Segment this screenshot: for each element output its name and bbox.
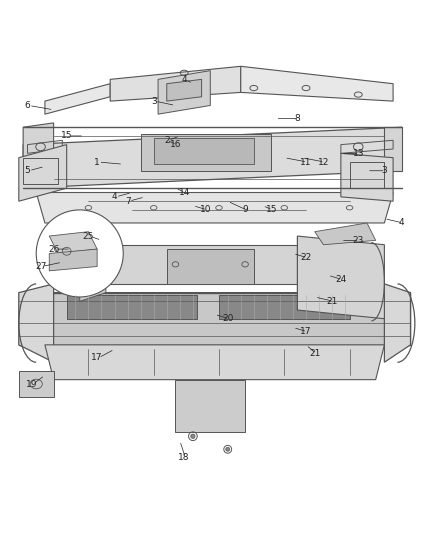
Text: 16: 16 <box>170 140 181 149</box>
Text: 17: 17 <box>300 327 312 336</box>
Polygon shape <box>19 293 410 310</box>
Polygon shape <box>67 295 197 319</box>
Polygon shape <box>23 123 53 192</box>
Text: 24: 24 <box>335 275 346 284</box>
Polygon shape <box>167 249 254 284</box>
Text: 21: 21 <box>326 297 338 306</box>
Polygon shape <box>49 249 97 271</box>
Text: 5: 5 <box>25 166 30 175</box>
Polygon shape <box>315 266 341 301</box>
Text: 9: 9 <box>242 205 248 214</box>
Polygon shape <box>315 223 376 245</box>
Text: 13: 13 <box>353 149 364 158</box>
Polygon shape <box>385 127 402 171</box>
Text: 15: 15 <box>61 132 72 140</box>
Polygon shape <box>19 371 53 397</box>
Circle shape <box>36 210 123 297</box>
Text: 2: 2 <box>164 136 170 145</box>
Text: 3: 3 <box>381 166 387 175</box>
Text: 6: 6 <box>25 101 30 110</box>
Polygon shape <box>49 232 97 254</box>
Polygon shape <box>297 236 385 319</box>
Text: 4: 4 <box>181 75 187 84</box>
Text: 4: 4 <box>112 192 117 201</box>
Polygon shape <box>167 79 201 101</box>
Text: 22: 22 <box>300 253 312 262</box>
Text: 4: 4 <box>399 219 405 228</box>
Polygon shape <box>23 127 402 188</box>
Polygon shape <box>158 71 210 114</box>
Polygon shape <box>110 66 241 101</box>
Text: 25: 25 <box>83 231 94 240</box>
Text: 3: 3 <box>151 96 157 106</box>
Text: 7: 7 <box>125 197 131 206</box>
Polygon shape <box>219 295 350 319</box>
Polygon shape <box>19 144 67 201</box>
Polygon shape <box>141 134 271 171</box>
Polygon shape <box>80 266 106 301</box>
Polygon shape <box>176 379 245 432</box>
Text: 18: 18 <box>178 454 190 463</box>
Polygon shape <box>341 154 393 201</box>
Polygon shape <box>19 293 410 345</box>
Text: 19: 19 <box>26 379 38 389</box>
Polygon shape <box>80 245 341 284</box>
Text: 21: 21 <box>309 349 321 358</box>
Text: 10: 10 <box>200 205 212 214</box>
Text: 17: 17 <box>92 353 103 362</box>
Polygon shape <box>241 66 393 101</box>
Ellipse shape <box>191 434 195 439</box>
Text: 23: 23 <box>353 236 364 245</box>
Text: 20: 20 <box>222 314 233 323</box>
Text: 8: 8 <box>294 114 300 123</box>
Polygon shape <box>385 284 410 362</box>
Polygon shape <box>45 84 110 114</box>
Polygon shape <box>45 345 385 379</box>
Text: 27: 27 <box>35 262 46 271</box>
Text: 12: 12 <box>318 158 329 166</box>
Polygon shape <box>36 192 393 223</box>
Text: 11: 11 <box>300 158 312 166</box>
Text: 1: 1 <box>94 158 100 166</box>
Polygon shape <box>154 138 254 164</box>
Ellipse shape <box>226 447 230 451</box>
Text: 15: 15 <box>265 205 277 214</box>
Polygon shape <box>19 284 53 362</box>
Text: 14: 14 <box>179 188 190 197</box>
Text: 26: 26 <box>48 245 59 254</box>
